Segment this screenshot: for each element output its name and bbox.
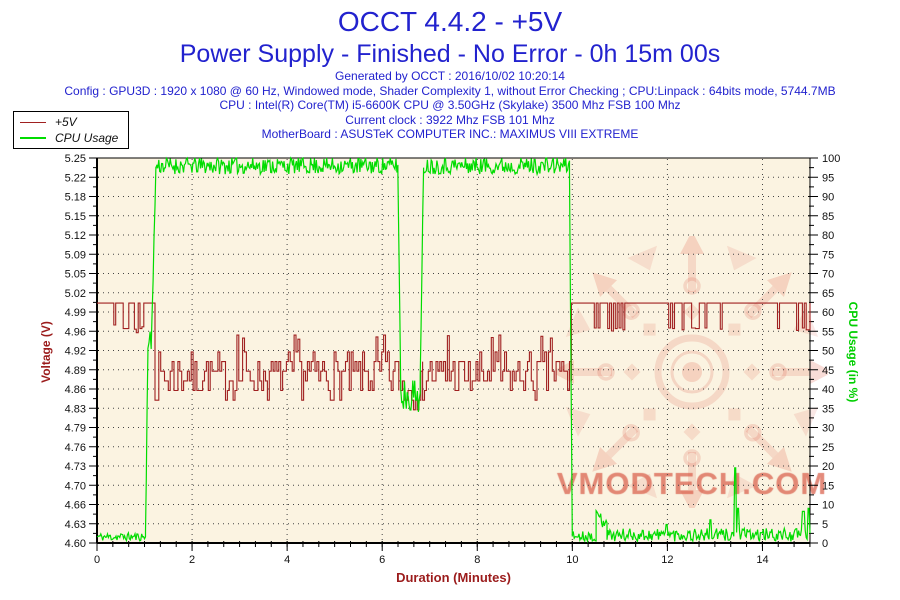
svg-text:4.73: 4.73 bbox=[65, 461, 86, 473]
generated-line: Generated by OCCT : 2016/10/02 10:20:14 bbox=[335, 69, 565, 83]
svg-text:60: 60 bbox=[822, 307, 834, 319]
axes bbox=[89, 157, 818, 551]
svg-text:50: 50 bbox=[822, 346, 834, 358]
svg-text:5.05: 5.05 bbox=[65, 269, 86, 281]
svg-text:4.66: 4.66 bbox=[65, 500, 86, 512]
svg-text:10: 10 bbox=[566, 554, 578, 566]
svg-text:4: 4 bbox=[284, 554, 290, 566]
svg-text:5.12: 5.12 bbox=[65, 230, 86, 242]
svg-text:5.02: 5.02 bbox=[65, 288, 86, 300]
y-axis-title-voltage: Voltage (V) bbox=[39, 321, 53, 383]
svg-text:5.22: 5.22 bbox=[65, 172, 86, 184]
svg-text:5.09: 5.09 bbox=[65, 249, 86, 261]
motherboard-line: MotherBoard : ASUSTeK COMPUTER INC.: MAX… bbox=[261, 127, 639, 141]
svg-text:5.18: 5.18 bbox=[65, 192, 86, 204]
svg-text:30: 30 bbox=[822, 423, 834, 435]
tick-labels: 5.25 5.22 5.18 5.15 5.12 5.09 5.05 5.02 4.99 4.96… bbox=[65, 153, 841, 566]
svg-text:4.83: 4.83 bbox=[65, 403, 86, 415]
series-cpu-usage bbox=[96, 156, 811, 544]
svg-text:6: 6 bbox=[379, 554, 385, 566]
y-axis-title-cpu: CPU Usage (in %) bbox=[846, 301, 860, 403]
svg-text:8: 8 bbox=[474, 554, 480, 566]
legend-item-cpu: CPU Usage bbox=[14, 130, 128, 146]
svg-text:4.60: 4.60 bbox=[65, 538, 86, 550]
svg-text:4.99: 4.99 bbox=[65, 307, 86, 319]
config-line: Config : GPU3D : 1920 x 1080 @ 60 Hz, Wi… bbox=[64, 83, 836, 98]
series--5v bbox=[97, 302, 811, 411]
svg-text:5: 5 bbox=[822, 519, 828, 531]
svg-text:4.76: 4.76 bbox=[65, 442, 86, 454]
svg-text:70: 70 bbox=[822, 269, 834, 281]
cpu-line: CPU : Intel(R) Core(TM) i5-6600K CPU @ 3… bbox=[219, 98, 681, 112]
svg-text:0: 0 bbox=[822, 538, 828, 550]
legend-label-voltage: +5V bbox=[55, 115, 77, 129]
watermark-emblem bbox=[556, 236, 828, 508]
svg-text:85: 85 bbox=[822, 211, 834, 223]
svg-text:2: 2 bbox=[189, 554, 195, 566]
cpu-line-swatch bbox=[20, 137, 46, 139]
svg-text:90: 90 bbox=[822, 192, 834, 204]
legend-item-voltage: +5V bbox=[14, 114, 128, 130]
header: OCCT 4.4.2 - +5V Power Supply - Finished… bbox=[0, 0, 900, 142]
svg-text:25: 25 bbox=[822, 442, 834, 454]
svg-text:5.25: 5.25 bbox=[65, 153, 86, 165]
x-axis-title: Duration (Minutes) bbox=[396, 570, 511, 585]
legend: +5V CPU Usage bbox=[13, 111, 129, 149]
page-title: OCCT 4.4.2 - +5V bbox=[337, 6, 563, 37]
voltage-line-swatch bbox=[20, 121, 46, 123]
svg-text:4.86: 4.86 bbox=[65, 384, 86, 396]
watermark-text: VMODTECH.COM bbox=[556, 466, 828, 501]
page-subtitle: Power Supply - Finished - No Error - 0h … bbox=[179, 40, 721, 68]
gridlines bbox=[98, 159, 809, 542]
svg-text:12: 12 bbox=[661, 554, 673, 566]
svg-text:4.79: 4.79 bbox=[65, 423, 86, 435]
svg-text:14: 14 bbox=[756, 554, 768, 566]
clock-line: Current clock : 3922 Mhz FSB 101 Mhz bbox=[345, 112, 555, 127]
svg-text:75: 75 bbox=[822, 249, 834, 261]
svg-text:4.63: 4.63 bbox=[65, 519, 86, 531]
svg-text:15: 15 bbox=[822, 480, 834, 492]
svg-text:95: 95 bbox=[822, 172, 834, 184]
svg-text:45: 45 bbox=[822, 365, 834, 377]
svg-text:35: 35 bbox=[822, 403, 834, 415]
svg-text:80: 80 bbox=[822, 230, 834, 242]
svg-text:10: 10 bbox=[822, 500, 834, 512]
svg-text:100: 100 bbox=[822, 153, 840, 165]
svg-text:5.15: 5.15 bbox=[65, 211, 86, 223]
svg-text:4.96: 4.96 bbox=[65, 326, 86, 338]
svg-text:4.92: 4.92 bbox=[65, 346, 86, 358]
svg-text:65: 65 bbox=[822, 288, 834, 300]
svg-text:20: 20 bbox=[822, 461, 834, 473]
svg-text:0: 0 bbox=[94, 554, 100, 566]
svg-text:55: 55 bbox=[822, 326, 834, 338]
legend-label-cpu: CPU Usage bbox=[55, 131, 119, 145]
svg-text:4.70: 4.70 bbox=[65, 480, 86, 492]
svg-text:40: 40 bbox=[822, 384, 834, 396]
svg-text:4.89: 4.89 bbox=[65, 365, 86, 377]
